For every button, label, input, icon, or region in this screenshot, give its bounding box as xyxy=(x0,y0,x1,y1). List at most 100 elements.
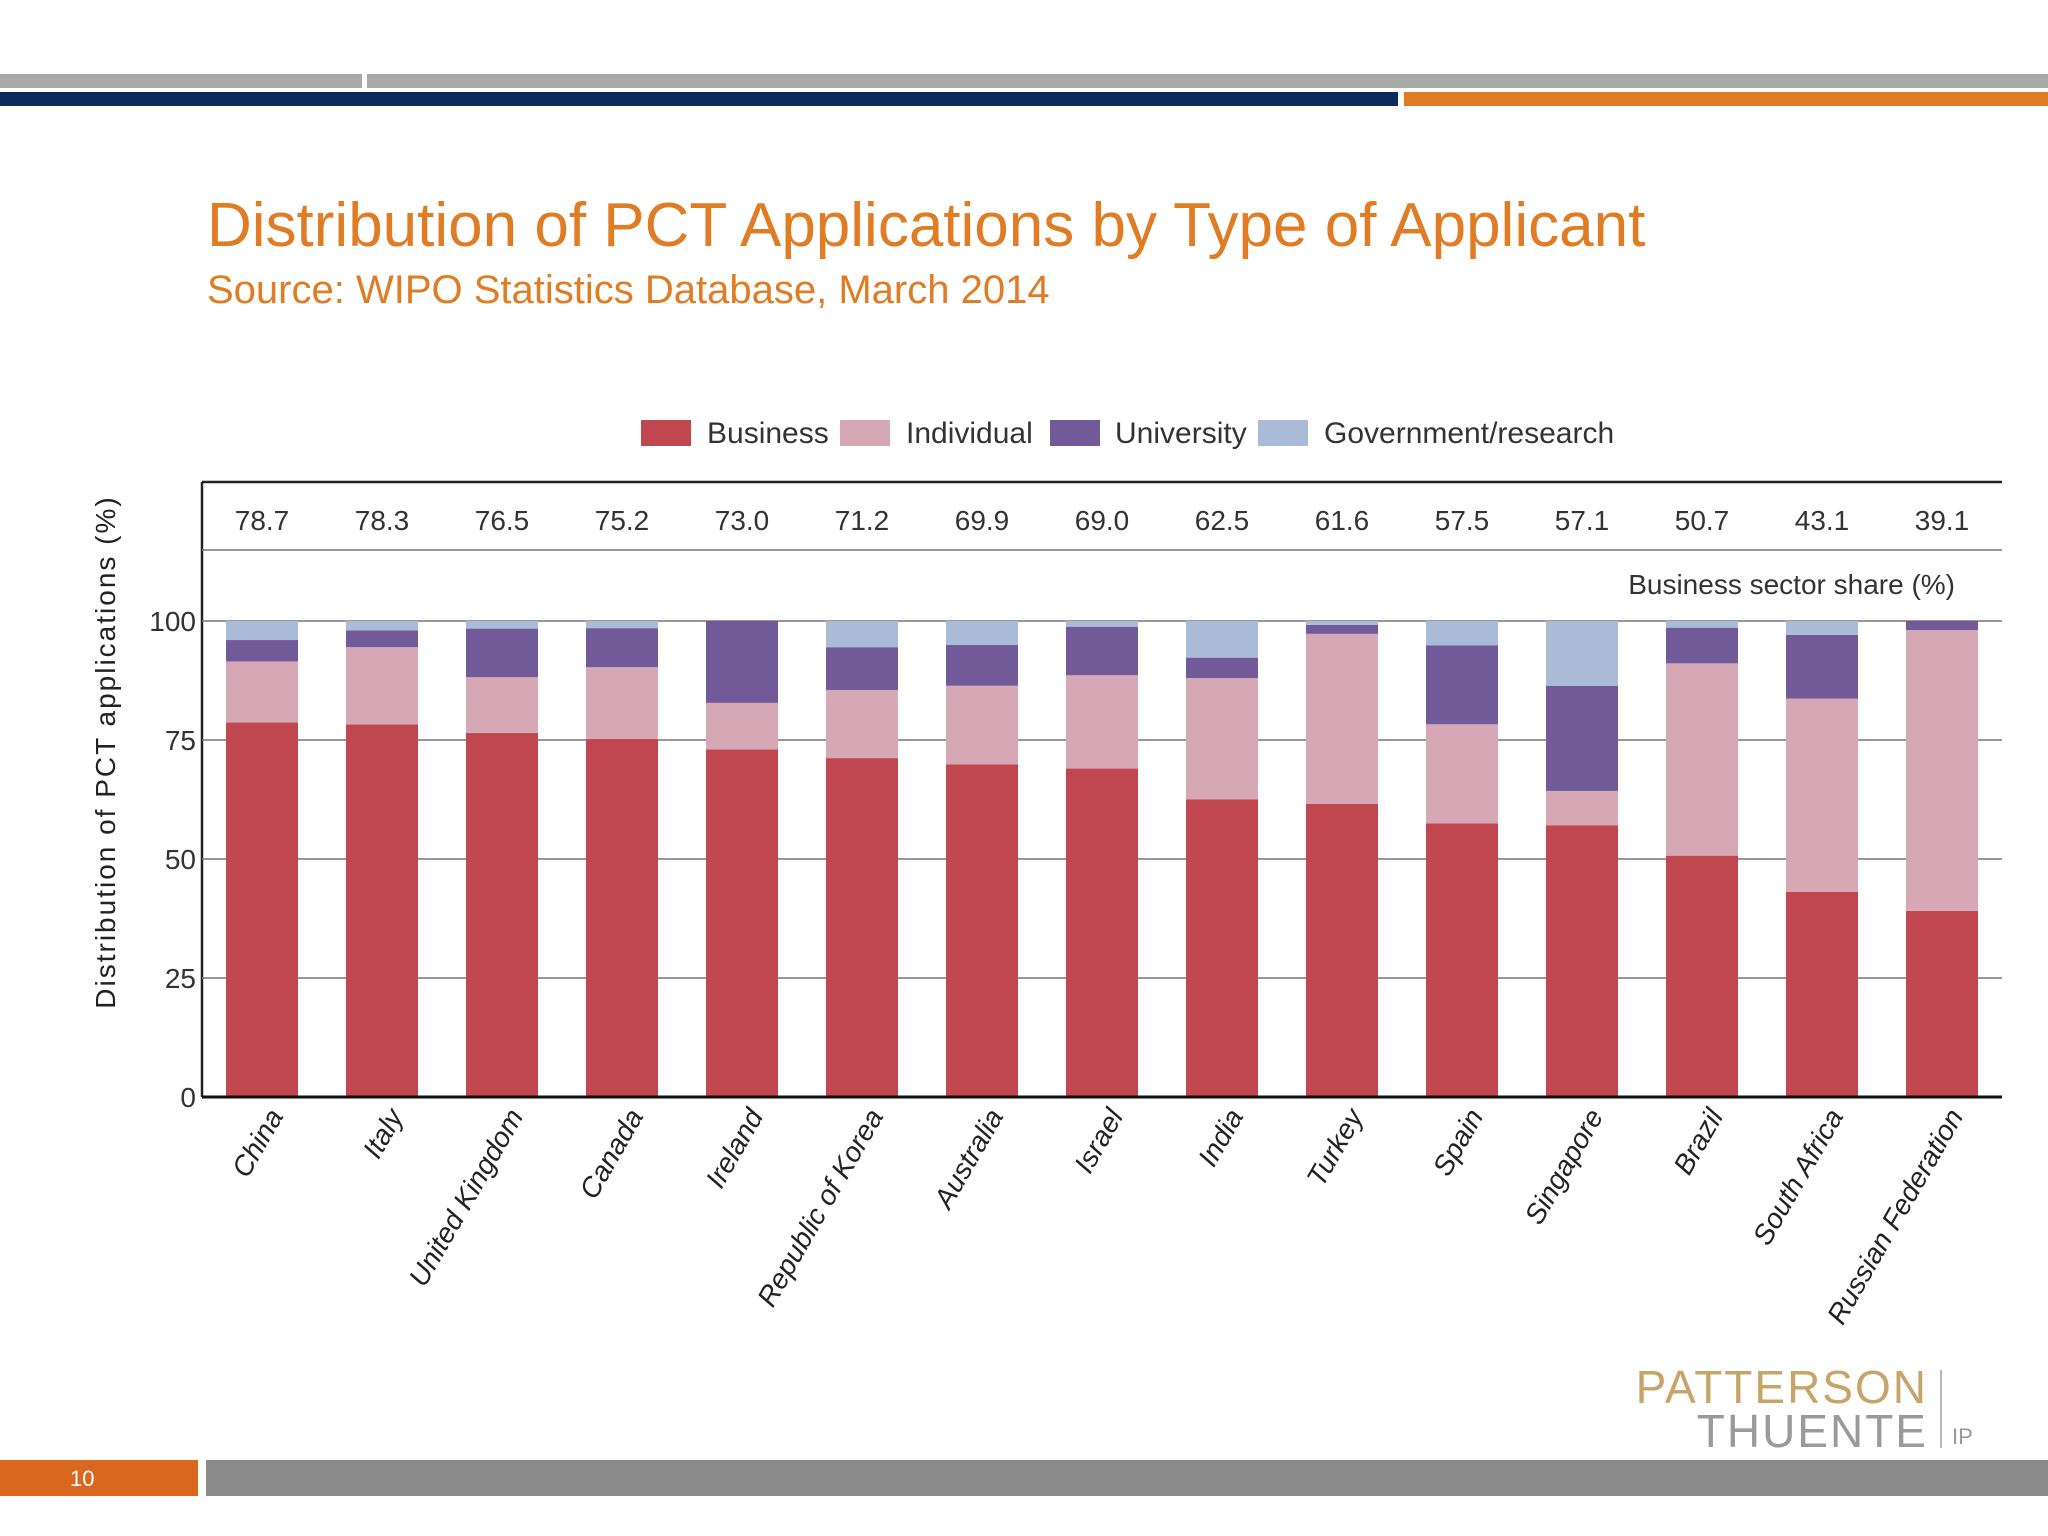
stacked-bar-chart: Business Individual University Governmen… xyxy=(90,417,2002,1330)
bar-segment-university-israel xyxy=(1066,626,1138,676)
slide-subtitle: Source: WIPO Statistics Database, March … xyxy=(207,268,1050,312)
bar-segment-university-brazil xyxy=(1666,627,1738,664)
business-share-label-india: 62.5 xyxy=(1195,505,1250,536)
x-tick-label-india: India xyxy=(1192,1104,1249,1172)
bar-segment-individual-united-kingdom xyxy=(466,677,538,733)
bar-segment-business-india xyxy=(1186,799,1258,1097)
legend-label-university: University xyxy=(1115,417,1247,450)
bar-segment-business-republic-of-korea xyxy=(826,758,898,1097)
business-share-labels: 78.7 78.3 76.5 75.2 73.0 71.2 69.9 69.0 62.5 61.6… xyxy=(235,505,1970,536)
y-tick-label-75: 75 xyxy=(165,725,196,756)
bar-segment-university-ireland xyxy=(706,621,778,703)
bar-segment-individual-china xyxy=(226,661,298,723)
logo-divider xyxy=(1940,1370,1942,1448)
bar-segment-government-research-united-kingdom xyxy=(466,621,538,629)
x-tick-label-republic-of-korea: Republic of Korea xyxy=(751,1104,889,1312)
bar-segment-individual-canada xyxy=(586,667,658,740)
y-tick-label-50: 50 xyxy=(165,844,196,875)
bar-segment-business-russian-federation xyxy=(1906,910,1978,1097)
bar-segment-government-research-spain xyxy=(1426,621,1498,646)
bar-segment-government-research-india xyxy=(1186,621,1258,658)
bar-segment-business-turkey xyxy=(1306,803,1378,1097)
logo-patterson: PATTERSON xyxy=(1635,1361,1928,1413)
x-tick-label-spain: Spain xyxy=(1427,1104,1490,1182)
y-axis-label: Distribution of PCT applications (%) xyxy=(90,495,121,1008)
business-share-label-russian-federation: 39.1 xyxy=(1915,505,1970,536)
x-tick-label-singapore: Singapore xyxy=(1519,1104,1610,1230)
business-share-label-singapore: 57.1 xyxy=(1555,505,1610,536)
business-share-label-australia: 69.9 xyxy=(955,505,1010,536)
business-share-label-turkey: 61.6 xyxy=(1315,505,1370,536)
legend-swatch-government-research xyxy=(1258,420,1308,446)
bar-segment-university-singapore xyxy=(1546,685,1618,791)
x-tick-label-australia: Australia xyxy=(927,1104,1009,1216)
bar-segment-government-research-turkey xyxy=(1306,621,1378,625)
bar-segment-university-south-africa xyxy=(1786,634,1858,699)
bar-segment-university-australia xyxy=(946,644,1018,686)
y-tick-labels: 0 25 50 75 100 xyxy=(149,606,196,1113)
y-tick-label-0: 0 xyxy=(180,1082,196,1113)
bar-segment-university-turkey xyxy=(1306,624,1378,634)
footer-bar xyxy=(206,1460,2048,1496)
slide-title: Distribution of PCT Applications by Type… xyxy=(207,191,1646,260)
bar-segment-government-research-australia xyxy=(946,621,1018,645)
bar-segment-government-research-china xyxy=(226,621,298,641)
x-tick-label-italy: Italy xyxy=(357,1102,411,1164)
business-share-caption: Business sector share (%) xyxy=(1628,569,1955,600)
bar-segment-business-south-africa xyxy=(1786,891,1858,1097)
legend-label-individual: Individual xyxy=(906,417,1033,450)
x-tick-label-brazil: Brazil xyxy=(1667,1103,1729,1180)
y-tick-label-100: 100 xyxy=(149,606,196,637)
bar-segment-individual-india xyxy=(1186,678,1258,800)
top-band-orange xyxy=(1404,92,2048,106)
bar-segment-university-united-kingdom xyxy=(466,628,538,678)
bar-segment-university-italy xyxy=(346,630,418,648)
bar-segment-university-spain xyxy=(1426,645,1498,725)
bar-segment-business-brazil xyxy=(1666,855,1738,1097)
business-share-label-china: 78.7 xyxy=(235,505,290,536)
logo-thuente: THUENTE xyxy=(1696,1405,1928,1457)
legend-label-government-research: Government/research xyxy=(1324,417,1614,450)
bar-segment-individual-spain xyxy=(1426,724,1498,824)
bar-segment-government-research-israel xyxy=(1066,621,1138,627)
bar-segment-individual-republic-of-korea xyxy=(826,690,898,759)
legend-swatch-university xyxy=(1050,420,1100,446)
x-tick-label-turkey: Turkey xyxy=(1301,1102,1371,1192)
bar-segment-individual-turkey xyxy=(1306,633,1378,804)
page-number: 10 xyxy=(70,1466,95,1491)
business-share-label-united-kingdom: 76.5 xyxy=(475,505,530,536)
business-share-label-south-africa: 43.1 xyxy=(1795,505,1850,536)
legend-swatch-individual xyxy=(840,420,890,446)
bar-segment-business-singapore xyxy=(1546,825,1618,1097)
bar-segment-university-canada xyxy=(586,628,658,668)
bar-segment-individual-ireland xyxy=(706,702,778,750)
bar-segment-business-ireland xyxy=(706,749,778,1097)
bar-segment-individual-australia xyxy=(946,685,1018,765)
business-share-label-spain: 57.5 xyxy=(1435,505,1490,536)
bar-segment-individual-israel xyxy=(1066,675,1138,769)
bar-segment-government-research-republic-of-korea xyxy=(826,621,898,648)
bar-segment-government-research-canada xyxy=(586,621,658,629)
bar-segment-business-australia xyxy=(946,764,1018,1097)
bar-segment-business-israel xyxy=(1066,768,1138,1097)
bar-segment-business-italy xyxy=(346,724,418,1097)
bar-segment-individual-singapore xyxy=(1546,790,1618,826)
bar-segment-university-china xyxy=(226,640,298,662)
bar-segment-government-research-brazil xyxy=(1666,621,1738,628)
business-share-label-republic-of-korea: 71.2 xyxy=(835,505,890,536)
bar-segment-government-research-italy xyxy=(346,621,418,631)
x-tick-label-south-africa: South Africa xyxy=(1747,1104,1850,1251)
bars xyxy=(226,621,1978,1097)
bar-segment-individual-brazil xyxy=(1666,663,1738,856)
business-share-label-israel: 69.0 xyxy=(1075,505,1130,536)
x-tick-label-united-kingdom: United Kingdom xyxy=(403,1104,529,1292)
bar-segment-university-russian-federation xyxy=(1906,621,1978,631)
legend-label-business: Business xyxy=(707,417,829,450)
bar-segment-individual-italy xyxy=(346,647,418,725)
bar-segment-individual-south-africa xyxy=(1786,698,1858,892)
top-band-navy xyxy=(0,92,1398,106)
top-band-gray-right xyxy=(367,74,2048,88)
top-band-gray-left xyxy=(0,74,362,88)
bar-segment-business-china xyxy=(226,722,298,1097)
